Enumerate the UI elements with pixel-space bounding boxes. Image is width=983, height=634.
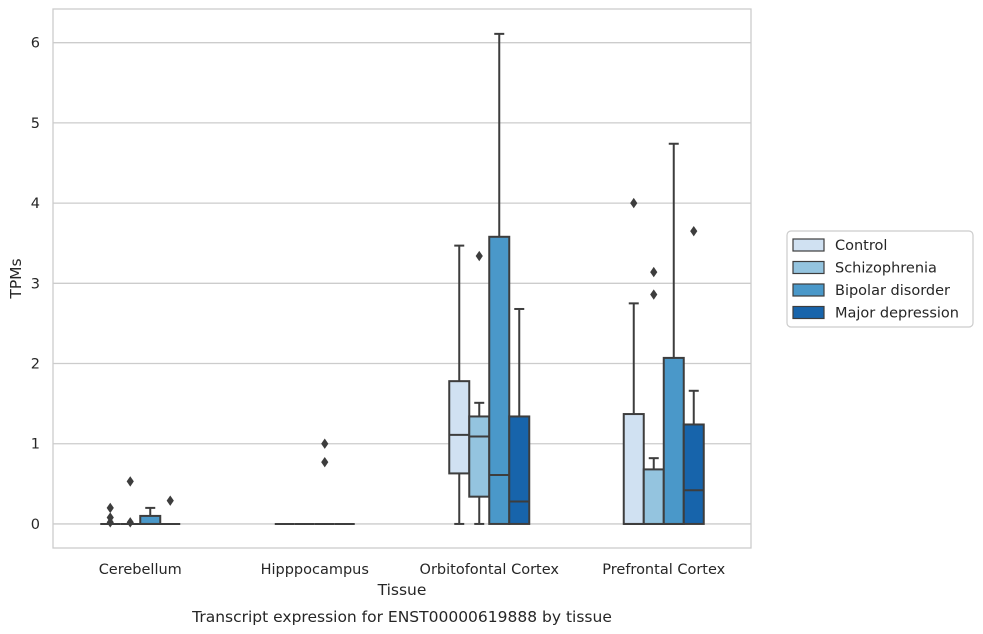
y-axis-label: TPMs [7,258,25,299]
box-group [100,502,121,528]
outlier-point [166,495,174,506]
y-tick-label: 0 [31,517,40,533]
box-group [662,142,685,525]
legend-swatch [792,283,825,297]
outlier-point [690,225,698,237]
legend-swatch [792,260,825,275]
box [488,235,511,525]
boxes [100,32,705,528]
y-tick-label: 1 [31,437,40,453]
box [622,413,645,525]
box-group [139,506,162,525]
outlier-point [321,438,329,449]
y-tick-label: 3 [31,276,40,292]
legend-frame [786,230,974,328]
y-tick-label: 6 [31,36,40,52]
box-group [468,250,491,525]
box [642,468,665,525]
plot-area-frame [52,8,752,549]
box-group [160,495,181,525]
box-group [642,266,665,525]
box-group [488,32,511,525]
y-tick-label: 4 [31,196,40,212]
legend: Control Schizophrenia Bipolar disorder Majo… [786,230,974,328]
box [662,356,685,525]
box-group [120,476,141,528]
box [508,415,531,525]
legend-item: Control [792,238,887,254]
chart-caption: Transcript expression for ENST0000061988… [191,608,612,626]
box [448,380,471,475]
legend-item: Major depression [792,305,959,322]
gridlines [53,42,751,525]
outlier-point [650,289,658,300]
outlier-point [321,456,329,468]
legend-label: Control [835,238,887,254]
y-tick-label: 2 [31,357,40,373]
box-group [314,438,335,525]
legend-item: Schizophrenia [792,260,937,277]
legend-item: Bipolar disorder [792,283,950,299]
box [468,415,491,498]
box-group [448,244,471,525]
outlier-point [106,502,114,514]
box-group [682,225,705,525]
x-axis-label: Tissue [377,581,427,599]
box [682,423,705,525]
legend-swatch [792,305,825,320]
x-tick-label: Orbitofontal Cortex [420,562,560,578]
legend-label: Bipolar disorder [835,283,950,299]
legend-label: Schizophrenia [835,261,937,277]
x-tick-label: Cerebellum [99,562,182,578]
x-tick-labels: Cerebellum Hipppocampus Orbitofontal Corte… [99,562,726,578]
legend-label: Major depression [835,306,959,322]
outlier-point [106,517,114,528]
outlier-point [126,476,134,487]
box [139,514,162,525]
box-group [622,197,645,525]
y-tick-labels: 0 1 2 3 4 5 6 [31,36,40,533]
outlier-point [126,517,134,528]
x-tick-label: Prefrontal Cortex [602,562,725,578]
legend-swatch [792,238,825,252]
x-tick-label: Hipppocampus [261,562,369,578]
y-tick-label: 5 [31,116,40,132]
box-group [508,307,531,525]
outlier-point [475,250,483,262]
outlier-point [630,197,638,209]
outlier-point [650,266,658,278]
